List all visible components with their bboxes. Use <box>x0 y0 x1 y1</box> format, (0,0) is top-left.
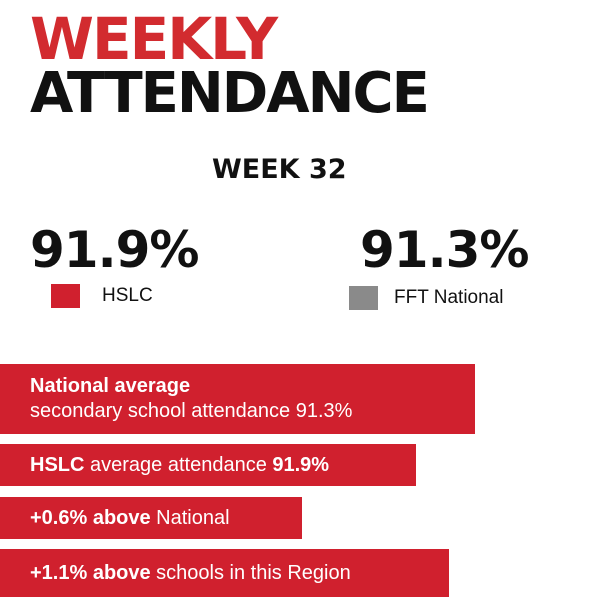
fft-national-legend-label: FFT National <box>394 287 504 308</box>
above-region-value: +1.1% above <box>30 561 151 584</box>
above-national-value: +0.6% above <box>30 506 151 529</box>
above-national-text: National <box>150 506 230 529</box>
hslc-average-value: 91.9% <box>272 453 330 476</box>
hslc-average-text: average attendance <box>84 453 273 476</box>
national-average-heading: National average <box>30 375 191 397</box>
fft-national-attendance-value: 91.3% <box>360 221 529 279</box>
national-average-detail: secondary school attendance 91.3% <box>30 400 353 422</box>
above-region-text: schools in this Region <box>150 561 351 584</box>
fft-national-swatch <box>349 286 378 310</box>
week-label: WEEK 32 <box>212 154 347 185</box>
title-weekly: WEEKLY <box>30 5 278 73</box>
national-average-banner: National average secondary school attend… <box>0 364 475 434</box>
legend-fft-national: FFT National <box>349 286 503 310</box>
hslc-swatch <box>51 284 80 308</box>
hslc-attendance-value: 91.9% <box>30 221 199 279</box>
title-attendance: ATTENDANCE <box>30 61 430 126</box>
legend-hslc: HSLC <box>51 284 153 308</box>
hslc-legend-label: HSLC <box>102 285 153 306</box>
above-national-banner: +0.6% above National <box>0 497 302 539</box>
above-region-banner: +1.1% above schools in this Region <box>0 549 449 597</box>
hslc-average-name: HSLC <box>30 453 85 476</box>
hslc-average-banner: HSLC average attendance 91.9% <box>0 444 416 486</box>
